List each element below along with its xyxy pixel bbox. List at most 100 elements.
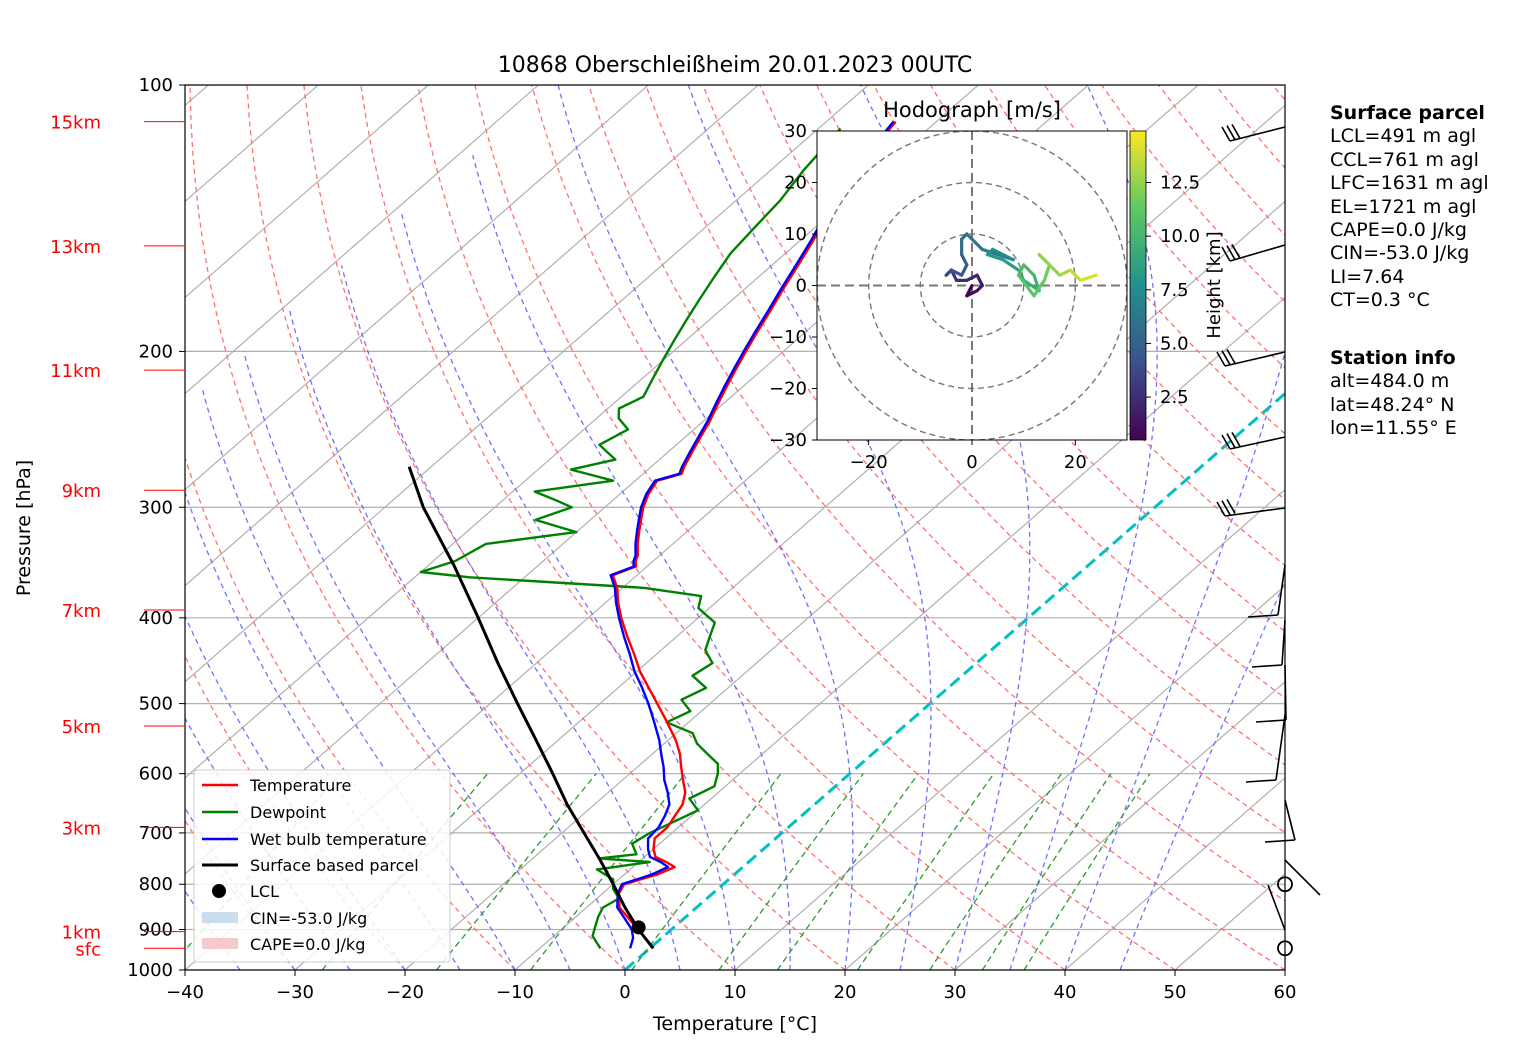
hodograph-segment: [991, 247, 1015, 262]
wind-barb-flag: [1255, 719, 1287, 723]
y-tick-label: 100: [139, 75, 173, 96]
hodograph-segment: [960, 263, 969, 277]
hodograph-segment: [1032, 278, 1046, 298]
legend: Temperature Dewpoint Wet bulb temperatur…: [193, 769, 451, 963]
moist-adiabat: [1119, 579, 1285, 970]
x-axis-label: Temperature [°C]: [652, 1013, 817, 1035]
legend-label-temperature: Temperature: [249, 776, 351, 795]
isotherm-line: [185, 85, 539, 395]
isotherm-line: [404, 200, 1285, 970]
isotherm-line: [185, 85, 649, 491]
wind-barb-flag: [1216, 351, 1226, 367]
mixing-ratio-line: [530, 773, 686, 970]
y-tick-label: 500: [139, 694, 173, 715]
moist-adiabat: [185, 490, 461, 970]
cin-value: CIN=-53.0 J/kg: [1330, 242, 1470, 265]
isotherm-line: [185, 85, 759, 587]
wind-barb-flag: [1221, 434, 1231, 450]
legend-swatch-cape: [202, 938, 238, 949]
hodograph-segment: [1068, 268, 1083, 282]
moist-adiabat: [243, 351, 571, 970]
wind-barb-flag: [1226, 349, 1236, 364]
wind-barb-flag: [1264, 839, 1296, 843]
hodograph: Hodograph [m/s] −20 0 20 30 20 10 0 −10 −20 −30 2…: [769, 98, 1225, 473]
wind-barb-flag: [1247, 614, 1279, 618]
pressure-axis: 100 200 300 400 500 600 700 800 900 1000: [127, 75, 185, 981]
height-label: 1km: [62, 923, 101, 944]
y-tick-label: 700: [139, 823, 173, 844]
colorbar-label: Height [km]: [1204, 231, 1225, 338]
surface-parcel-header: Surface parcel: [1330, 102, 1485, 124]
hodograph-y-tick-label: −30: [769, 430, 807, 451]
isotherm-line: [844, 584, 1285, 970]
isotherm-line: [185, 85, 869, 683]
height-label: sfc: [75, 939, 101, 960]
height-label: 7km: [62, 601, 101, 622]
x-tick-label: −20: [386, 982, 424, 1003]
hodograph-segment: [1016, 263, 1026, 277]
height-label: 9km: [62, 481, 101, 502]
wind-barb-flag: [1231, 124, 1241, 139]
hodograph-segment: [1078, 273, 1098, 282]
y-tick-label: 800: [139, 874, 173, 895]
colorbar-tick-label: 7.5: [1160, 280, 1189, 301]
x-tick-label: 60: [1274, 982, 1297, 1003]
legend-swatch-lcl: [212, 884, 226, 898]
legend-swatch-cin: [202, 912, 238, 923]
mixing-ratio-line: [857, 773, 995, 970]
station-altitude: alt=484.0 m: [1330, 370, 1450, 393]
temperature-axis: −40 −30 −20 −10 0 10 20 30 40 50 60: [166, 970, 1296, 1003]
x-tick-label: 20: [834, 982, 857, 1003]
lcl-value: LCL=491 m agl: [1330, 125, 1477, 148]
legend-label-dewpoint: Dewpoint: [250, 803, 326, 822]
mixing-ratio-line: [436, 773, 597, 970]
moist-adiabat: [340, 265, 681, 970]
hodograph-segment: [1022, 263, 1036, 277]
x-tick-label: −30: [276, 982, 314, 1003]
mixing-ratio-line: [981, 773, 1112, 970]
legend-label-parcel: Surface based parcel: [250, 856, 419, 875]
wind-barb-flag: [1221, 246, 1231, 262]
wind-barb-flag: [1216, 501, 1226, 517]
dry-adiabat: [189, 85, 626, 970]
y-axis-label: Pressure [hPa]: [13, 460, 35, 596]
colorbar-tick-label: 10.0: [1160, 226, 1200, 247]
wind-barb-flag: [1221, 126, 1231, 142]
profile-traces: [407, 120, 897, 950]
height-label: 5km: [62, 717, 101, 738]
hodograph-y-tick-label: 30: [784, 121, 807, 142]
hodograph-segment: [965, 289, 979, 298]
y-tick-label: 600: [139, 764, 173, 785]
lcl-marker: [631, 920, 646, 935]
height-label: 11km: [50, 361, 101, 382]
trace-wet-bulb-temperature: [609, 120, 895, 949]
wind-barb: [1267, 884, 1286, 931]
legend-label-wetbulb: Wet bulb temperature: [250, 830, 427, 849]
hodograph-segment: [965, 273, 979, 282]
wind-barb: [1229, 436, 1286, 450]
wind-barb: [1275, 714, 1286, 781]
y-tick-label: 200: [139, 341, 173, 362]
wind-barbs: [1216, 124, 1321, 957]
wind-barb-flag: [1231, 432, 1241, 447]
moist-adiabat: [288, 310, 626, 970]
wind-barb: [1224, 507, 1286, 517]
hodograph-segment: [1016, 273, 1036, 298]
trace-dewpoint: [419, 127, 842, 949]
mixing-ratio-line: [929, 773, 1062, 970]
mixing-ratio-line: [631, 773, 782, 970]
dry-adiabat: [185, 455, 516, 970]
lfc-value: LFC=1631 m agl: [1330, 172, 1489, 195]
wind-barb-flag: [1231, 244, 1241, 259]
hodograph-segment: [965, 232, 984, 252]
isotherm-line: [954, 680, 1285, 970]
wind-barb: [1224, 351, 1286, 367]
hodograph-segment: [975, 273, 984, 288]
station-info-header: Station info: [1330, 347, 1456, 369]
wind-barb: [1284, 859, 1321, 896]
li-value: LI=7.64: [1330, 265, 1405, 288]
hodograph-y-tick-label: −10: [769, 327, 807, 348]
isotherm-line: [514, 296, 1285, 970]
station-info-panel: Station info alt=484.0 m lat=48.24° N lo…: [1330, 347, 1457, 441]
colorbar-tick-label: 2.5: [1160, 387, 1189, 408]
